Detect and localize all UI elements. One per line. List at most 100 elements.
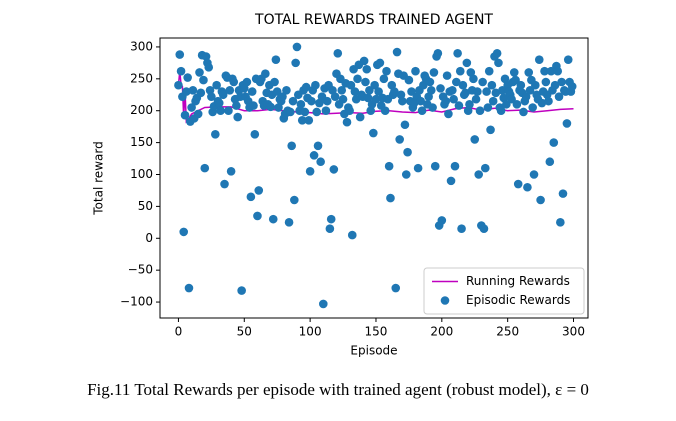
point (211, 130, 220, 139)
point (253, 211, 262, 221)
point (250, 130, 260, 139)
point (390, 87, 399, 96)
x-tick-label: 100 (299, 325, 322, 339)
point (541, 77, 551, 87)
point (437, 216, 447, 225)
point (338, 94, 348, 104)
point (353, 74, 362, 84)
point (218, 90, 228, 100)
point (436, 84, 445, 93)
point (200, 163, 210, 173)
axes-frame (159, 37, 589, 319)
point (297, 115, 307, 125)
point (401, 170, 411, 179)
point (524, 68, 534, 77)
point (226, 167, 236, 176)
point (475, 106, 485, 116)
point (473, 87, 482, 96)
point (442, 71, 452, 80)
point (465, 100, 474, 109)
point (554, 92, 564, 101)
point (374, 87, 383, 96)
point (229, 77, 239, 87)
point (182, 87, 191, 96)
point (544, 96, 553, 106)
x-tick-label: 50 (237, 325, 252, 339)
point (516, 80, 526, 90)
point (184, 283, 194, 293)
figure-caption: Fig.11 Total Rewards per episode with tr… (87, 380, 589, 399)
point (307, 96, 316, 106)
point (444, 109, 453, 119)
point (550, 80, 560, 90)
point (271, 55, 281, 64)
point (488, 96, 498, 106)
point (491, 88, 501, 98)
point (463, 106, 473, 116)
y-tick-label: 150 (130, 135, 153, 149)
point (433, 49, 443, 58)
point (188, 86, 198, 95)
point (205, 86, 215, 95)
point (462, 58, 472, 68)
point (292, 42, 302, 52)
point (371, 94, 381, 104)
point (523, 182, 532, 192)
point (266, 102, 275, 112)
point (386, 193, 395, 203)
point (553, 66, 563, 76)
point (484, 66, 494, 76)
point (296, 100, 306, 109)
point (391, 283, 401, 293)
y-axis-label: Total reward (92, 141, 106, 215)
x-tick-label: 150 (365, 325, 388, 339)
x-tick-label: 250 (496, 325, 519, 339)
point (486, 125, 495, 135)
point (567, 82, 577, 91)
point (284, 218, 294, 227)
point (540, 66, 549, 76)
point (482, 87, 491, 96)
y-tick-label: −50 (128, 263, 153, 277)
point (278, 92, 287, 101)
point (428, 103, 437, 112)
point (509, 68, 519, 77)
point (309, 151, 319, 160)
point (480, 163, 490, 173)
point (304, 115, 314, 125)
point (534, 55, 544, 64)
point (361, 77, 370, 87)
point (441, 96, 451, 106)
point (225, 86, 235, 95)
point (301, 82, 311, 92)
legend-swatch (440, 296, 450, 305)
point (562, 119, 572, 128)
point (382, 66, 391, 76)
point (513, 179, 523, 189)
point (521, 92, 531, 101)
y-tick-label: 200 (130, 103, 153, 117)
point (362, 64, 372, 74)
point (395, 135, 404, 144)
point (483, 103, 493, 112)
point (496, 106, 506, 116)
point (268, 214, 278, 224)
point (392, 47, 402, 57)
point (557, 77, 566, 87)
point (458, 80, 468, 90)
point (316, 157, 325, 167)
point (313, 141, 323, 151)
point (224, 106, 233, 116)
point (370, 80, 379, 90)
point (220, 179, 229, 189)
point (270, 77, 279, 87)
point (425, 77, 435, 87)
point (321, 106, 331, 116)
x-tick-label: 0 (175, 325, 183, 339)
point (455, 66, 465, 76)
point (474, 170, 483, 179)
point (563, 55, 573, 64)
point (452, 77, 461, 87)
y-tick-label: −100 (120, 295, 153, 309)
